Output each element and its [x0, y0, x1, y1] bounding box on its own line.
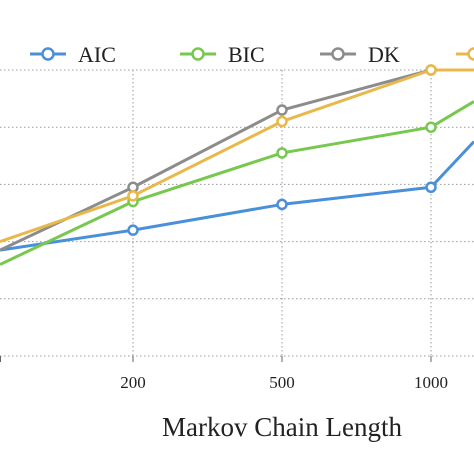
x-axis-title: Markov Chain Length [162, 412, 402, 442]
x-tick-label: 500 [269, 373, 295, 392]
data-point [276, 147, 288, 159]
series-markers [127, 64, 437, 236]
data-point [425, 121, 437, 133]
legend-swatch-marker [41, 47, 55, 61]
data-point [276, 104, 288, 116]
series-line-dk [0, 68, 474, 252]
legend-swatch-marker [191, 47, 205, 61]
legend-label: BIC [228, 42, 265, 67]
legend-swatch-marker [467, 47, 474, 61]
legend-label: DK [368, 42, 400, 67]
legend: AIC BIC DK [30, 42, 474, 67]
x-tick-labels: 200 500 1000 [120, 373, 448, 392]
data-point [127, 224, 139, 236]
data-point [425, 181, 437, 194]
legend-label: AIC [78, 42, 116, 67]
x-tick-label: 1000 [414, 373, 448, 392]
grid-lines [0, 69, 474, 362]
data-point [425, 64, 437, 76]
series-line-series4 [0, 68, 474, 244]
series-lines [0, 68, 474, 266]
series-line-aic [0, 140, 474, 252]
x-tick-label: 200 [120, 373, 146, 392]
legend-swatch-marker [331, 47, 345, 61]
data-point [127, 190, 139, 202]
data-point [276, 115, 288, 128]
data-point [276, 198, 288, 211]
